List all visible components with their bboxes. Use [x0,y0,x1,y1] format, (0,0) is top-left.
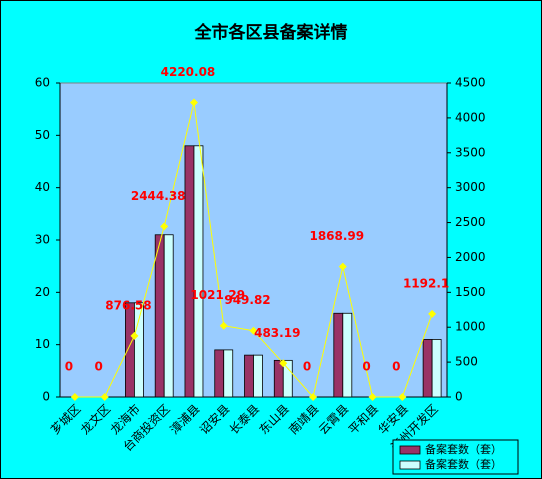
bar [282,359,293,398]
data-label: 2444.38 [131,189,186,203]
data-label: 0 [94,360,102,374]
data-label: 0 [392,360,400,374]
y-tick-label: 40 [35,180,50,194]
data-label: 0 [362,360,370,374]
line-marker [219,321,228,330]
line-marker [100,393,109,401]
legend-label: 备案套数（套） [425,442,502,456]
y2-tick-label: 4000 [455,110,486,124]
bar [431,339,442,398]
data-label: 4220.08 [161,65,216,79]
bar [253,354,263,398]
y2-tick-label: 1500 [455,285,486,299]
y2-tick-label: 2000 [455,250,486,264]
data-label: 1192.1 [403,276,449,290]
bar [163,234,174,398]
legend-swatch [399,445,421,455]
data-label: 483.19 [254,326,300,340]
data-label: 1021.29 [190,288,245,302]
y2-tick-label: 0 [455,390,463,404]
line-marker [338,262,347,271]
legend: 备案套数（套）备案套数（套） [392,439,519,475]
bar [333,312,344,398]
bar [125,302,135,398]
data-label: 0 [303,360,311,374]
y2-tick-label: 4500 [455,76,486,90]
y-tick-label: 50 [35,128,50,142]
line-marker [398,393,407,401]
line-marker [189,98,198,107]
bar [214,349,225,398]
y-tick-label: 10 [35,337,50,351]
y2-tick-label: 1000 [455,320,486,334]
bar [244,354,254,398]
y2-tick-label: 3000 [455,180,486,194]
bar [184,145,195,398]
data-label: 876.58 [105,298,151,312]
y-tick-label: 60 [35,76,50,90]
y2-tick-label: 2500 [455,215,486,229]
line-marker [130,331,139,340]
legend-swatch [399,460,421,470]
line-marker [309,393,318,401]
line-marker [368,393,377,401]
y-tick-label: 0 [42,390,50,404]
line-marker [249,326,258,335]
line-marker [279,359,288,368]
y2-tick-label: 3500 [455,145,486,159]
y-tick-label: 20 [35,285,50,299]
bar [193,145,204,398]
bar [223,349,234,398]
line-marker [428,309,437,318]
line-marker [160,222,169,231]
bar [342,312,353,398]
chart-title: 全市各区县备案详情 [194,22,348,43]
data-label: 0 [65,360,73,374]
bar [154,234,165,398]
y-tick-label: 30 [35,233,50,247]
bar [134,302,144,398]
y2-tick-label: 500 [455,355,478,369]
line-marker [70,393,79,401]
data-label: 1868.99 [309,229,364,243]
legend-label: 备案套数（套） [425,457,502,471]
data-label: 949.82 [224,293,270,307]
plot-area [59,82,448,398]
bar [422,339,433,398]
